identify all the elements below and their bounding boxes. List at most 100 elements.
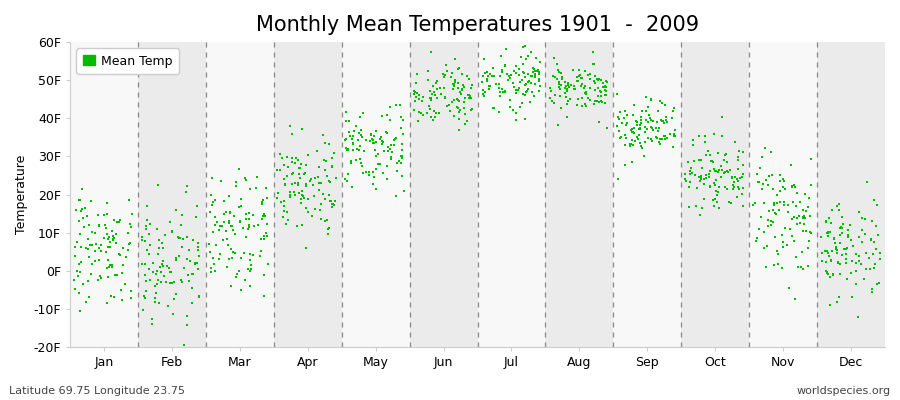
Point xyxy=(94,241,108,248)
Point xyxy=(755,154,770,160)
Point xyxy=(558,84,572,91)
Point xyxy=(794,264,808,270)
Point xyxy=(682,184,697,190)
Point xyxy=(453,89,467,95)
Point xyxy=(104,293,119,300)
Point xyxy=(446,81,460,87)
Point xyxy=(854,227,868,234)
Point xyxy=(869,223,884,229)
Point xyxy=(591,85,606,91)
Point xyxy=(685,136,699,143)
Point xyxy=(453,107,467,113)
Point xyxy=(320,172,334,179)
Point xyxy=(548,74,562,80)
Point xyxy=(82,294,96,300)
Point xyxy=(226,213,240,219)
Point xyxy=(790,220,805,227)
Point xyxy=(237,250,251,256)
Point xyxy=(371,161,385,167)
Point xyxy=(762,172,777,179)
Point xyxy=(92,222,106,228)
Point xyxy=(433,85,447,91)
Point xyxy=(462,76,476,82)
Point xyxy=(554,104,569,111)
Point xyxy=(97,235,112,242)
Point xyxy=(374,138,389,144)
Point xyxy=(243,268,257,274)
Point xyxy=(796,266,811,272)
Point xyxy=(410,71,424,77)
Point xyxy=(565,66,580,73)
Point xyxy=(764,218,778,224)
Point xyxy=(150,268,165,274)
Point xyxy=(78,205,93,211)
Point xyxy=(294,161,309,168)
Point xyxy=(292,180,306,186)
Point xyxy=(825,207,840,214)
Point xyxy=(392,157,406,164)
Point xyxy=(328,175,343,181)
Point xyxy=(590,76,605,82)
Point xyxy=(362,169,376,175)
Point xyxy=(187,260,202,266)
Point xyxy=(611,176,625,182)
Point xyxy=(84,271,98,277)
Point xyxy=(619,120,634,126)
Point xyxy=(148,282,162,289)
Point xyxy=(292,171,307,177)
Bar xyxy=(681,42,749,347)
Point xyxy=(100,274,114,280)
Point xyxy=(727,179,742,185)
Point xyxy=(178,189,193,196)
Point xyxy=(834,252,849,258)
Point xyxy=(830,250,844,256)
Point xyxy=(287,189,302,195)
Point xyxy=(824,258,839,265)
Point xyxy=(92,245,106,252)
Point xyxy=(91,277,105,283)
Point xyxy=(379,175,393,182)
Point xyxy=(511,71,526,78)
Point xyxy=(665,144,680,150)
Point xyxy=(454,70,469,77)
Point xyxy=(367,174,382,180)
Point xyxy=(480,68,494,75)
Point xyxy=(325,155,339,161)
Point xyxy=(777,202,791,208)
Point xyxy=(452,126,466,133)
Point xyxy=(180,313,194,320)
Point xyxy=(645,118,660,124)
Point xyxy=(498,88,512,95)
Point xyxy=(448,55,463,62)
Point xyxy=(444,74,458,81)
Point xyxy=(760,177,774,184)
Point xyxy=(139,278,153,285)
Point xyxy=(460,118,474,124)
Point xyxy=(314,201,328,208)
Point xyxy=(735,171,750,177)
Point xyxy=(841,226,855,233)
Point xyxy=(785,183,799,189)
Point xyxy=(446,97,461,104)
Point xyxy=(644,124,658,130)
Point xyxy=(387,137,401,144)
Point xyxy=(243,283,257,289)
Point xyxy=(322,178,337,184)
Point xyxy=(526,65,540,72)
Point xyxy=(313,216,328,222)
Point xyxy=(609,123,624,129)
Point xyxy=(638,117,652,123)
Point xyxy=(546,73,561,79)
Point xyxy=(152,264,166,271)
Point xyxy=(630,134,644,140)
Point xyxy=(841,232,855,238)
Point xyxy=(767,262,781,268)
Point xyxy=(167,296,182,302)
Point xyxy=(480,76,494,82)
Point xyxy=(836,221,850,228)
Point xyxy=(73,308,87,314)
Point xyxy=(554,70,568,76)
Point xyxy=(148,298,162,305)
Point xyxy=(684,165,698,171)
Point xyxy=(718,151,733,158)
